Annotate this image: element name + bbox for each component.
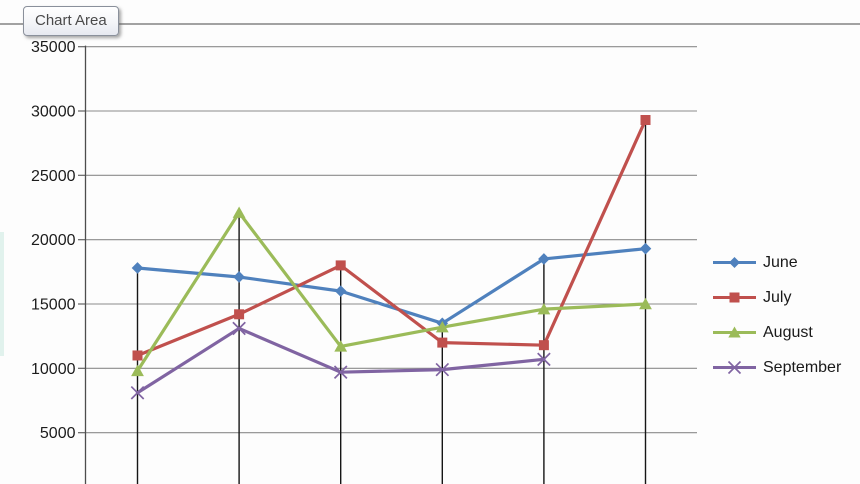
- triangle-marker: [232, 206, 246, 218]
- chart-legend[interactable]: June July August September: [712, 254, 841, 394]
- y-axis-label: 35000: [31, 39, 76, 56]
- legend-marker-august: [713, 326, 756, 338]
- legend-item-september[interactable]: September: [712, 359, 841, 376]
- triangle-marker: [537, 302, 551, 315]
- tooltip-label: Chart Area: [35, 12, 107, 29]
- x-marker: [333, 365, 348, 379]
- legend-marker-june: [713, 257, 756, 268]
- triangle-marker: [639, 297, 652, 310]
- legend-item-august[interactable]: August: [712, 324, 841, 341]
- square-legend-glyph: [729, 292, 740, 303]
- legend-item-july[interactable]: July: [712, 289, 841, 306]
- legend-label-august: August: [763, 323, 813, 341]
- legend-label-september: September: [763, 358, 842, 376]
- legend-item-june[interactable]: June: [712, 254, 841, 271]
- diamond-marker: [334, 285, 347, 297]
- square-marker: [538, 340, 549, 351]
- x-legend-glyph: [727, 360, 742, 375]
- x-marker: [130, 385, 145, 400]
- y-axis-label: 5000: [40, 425, 76, 442]
- series-line-june: [135, 247, 648, 325]
- series-line-july: [135, 118, 648, 358]
- square-marker: [437, 337, 448, 348]
- x-marker: [232, 321, 246, 336]
- diamond-legend-glyph: [729, 257, 740, 268]
- legend-marker-september: [713, 360, 756, 375]
- x-marker: [435, 362, 450, 377]
- y-axis-label: 20000: [31, 232, 76, 249]
- diamond-marker: [131, 262, 144, 274]
- chart-area-tooltip: Chart Area: [23, 6, 119, 36]
- square-marker: [640, 115, 651, 126]
- square-marker: [234, 309, 245, 320]
- diamond-marker: [538, 253, 550, 265]
- triangle-marker: [131, 364, 144, 377]
- diamond-marker: [639, 242, 652, 255]
- legend-label-june: June: [763, 253, 798, 271]
- y-axis-label: 30000: [31, 103, 76, 120]
- triangle-legend-glyph: [728, 326, 741, 338]
- legend-marker-july: [713, 292, 756, 303]
- y-axis-label: 15000: [31, 296, 76, 313]
- triangle-marker: [334, 340, 348, 352]
- square-marker: [335, 260, 346, 271]
- legend-label-july: July: [763, 288, 792, 306]
- diamond-marker: [233, 271, 245, 283]
- series-line-august: [135, 211, 648, 373]
- square-marker: [132, 350, 143, 361]
- triangle-marker: [435, 320, 449, 333]
- x-marker: [537, 352, 551, 367]
- screen-edge-artifact: [0, 232, 4, 356]
- y-axis-label: 10000: [31, 361, 76, 378]
- y-axis-label: 25000: [31, 168, 76, 185]
